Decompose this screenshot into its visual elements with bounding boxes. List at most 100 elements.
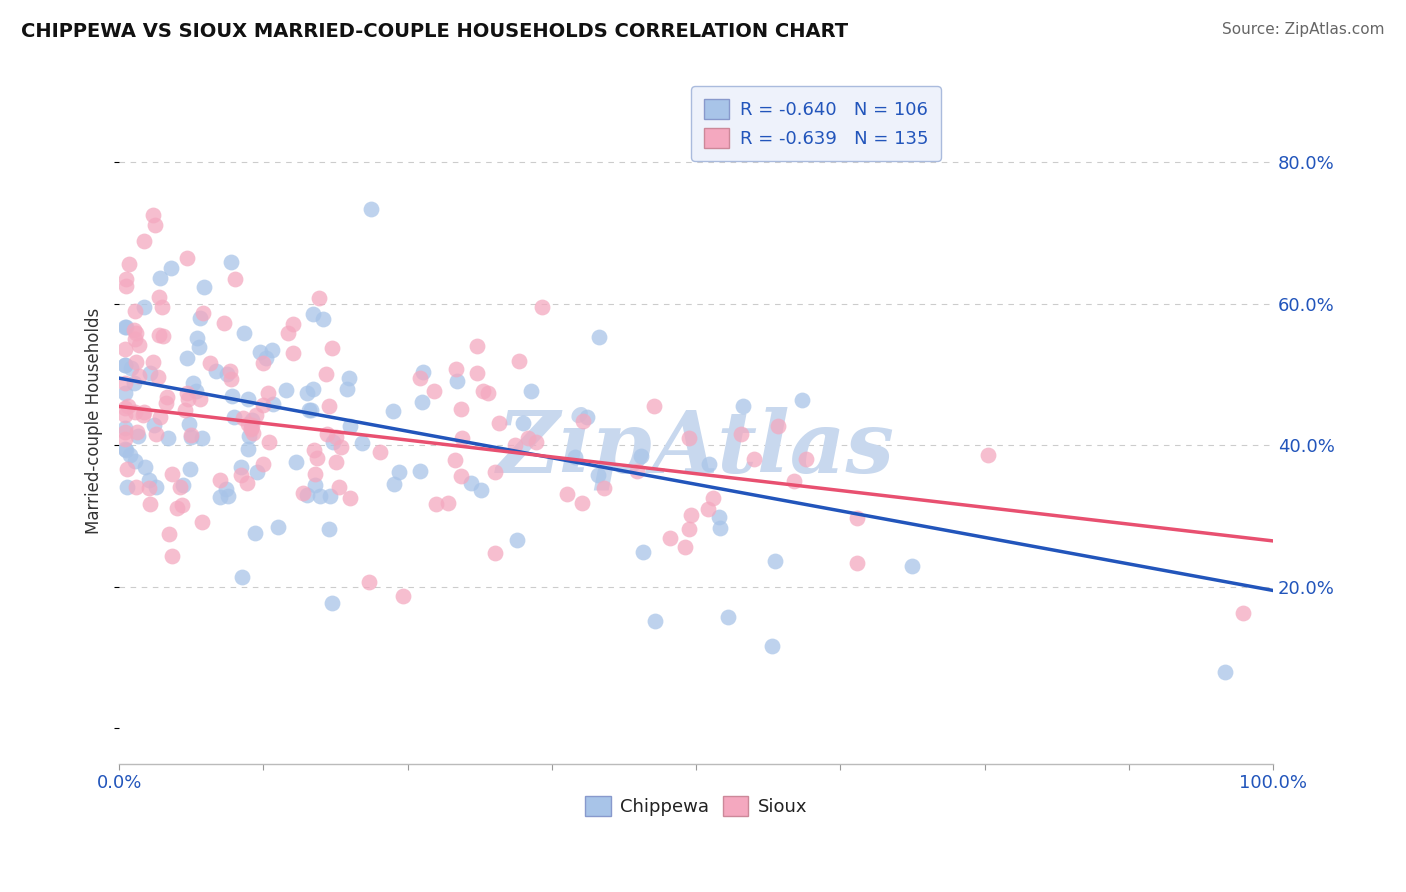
Point <box>114 433 136 447</box>
Point <box>191 306 214 320</box>
Point <box>382 477 405 491</box>
Point <box>697 458 720 472</box>
Point <box>846 556 869 570</box>
Point <box>217 367 239 381</box>
Point <box>318 399 340 413</box>
Point <box>209 473 232 487</box>
Text: ZipAtlas: ZipAtlas <box>498 407 896 490</box>
Point <box>321 341 343 355</box>
Point <box>125 425 148 440</box>
Point <box>114 442 136 456</box>
Point <box>132 409 155 423</box>
Point <box>222 409 245 424</box>
Point <box>316 427 339 442</box>
Point <box>284 455 307 469</box>
Point <box>312 312 335 326</box>
Point <box>134 460 156 475</box>
Point <box>231 570 253 584</box>
Point <box>901 558 924 573</box>
Point <box>143 417 166 432</box>
Point <box>281 345 304 359</box>
Point <box>731 399 754 413</box>
Point <box>451 431 474 445</box>
Point <box>245 408 267 422</box>
Point <box>1232 606 1254 620</box>
Point <box>339 419 361 434</box>
Point <box>520 384 543 398</box>
Point <box>143 219 166 233</box>
Point <box>254 351 277 365</box>
Point <box>571 496 593 510</box>
Point <box>472 384 495 399</box>
Point <box>114 358 136 372</box>
Point <box>176 385 198 400</box>
Point <box>124 405 146 419</box>
Point <box>114 343 136 357</box>
Point <box>295 386 318 401</box>
Point <box>412 365 434 379</box>
Point <box>176 351 198 366</box>
Point <box>127 428 149 442</box>
Point <box>114 358 136 372</box>
Point <box>183 376 205 391</box>
Point <box>142 355 165 369</box>
Point <box>117 462 139 476</box>
Point <box>335 382 357 396</box>
Point <box>593 481 616 495</box>
Point <box>236 392 259 406</box>
Point <box>188 311 211 326</box>
Point <box>232 326 254 340</box>
Point <box>586 468 609 483</box>
Point <box>408 464 430 478</box>
Point <box>125 326 148 340</box>
Point <box>191 516 214 530</box>
Point <box>716 610 738 624</box>
Point <box>128 369 150 384</box>
Point <box>357 575 380 590</box>
Point <box>114 401 136 416</box>
Point <box>118 257 141 271</box>
Point <box>388 466 411 480</box>
Point <box>114 425 136 440</box>
Point <box>450 469 472 483</box>
Point <box>508 354 530 368</box>
Point <box>382 404 405 418</box>
Point <box>166 501 188 516</box>
Point <box>122 323 145 337</box>
Point <box>325 430 347 444</box>
Point <box>360 202 382 217</box>
Point <box>177 392 200 407</box>
Point <box>766 419 789 434</box>
Point <box>125 481 148 495</box>
Point <box>117 399 139 413</box>
Point <box>134 405 156 419</box>
Point <box>134 300 156 314</box>
Point <box>460 475 482 490</box>
Point <box>205 364 228 378</box>
Point <box>148 289 170 303</box>
Point <box>124 355 146 369</box>
Point <box>180 427 202 442</box>
Point <box>524 434 547 449</box>
Point <box>315 367 337 381</box>
Point <box>114 376 136 390</box>
Point <box>325 454 347 468</box>
Point <box>588 330 610 344</box>
Point <box>156 431 179 445</box>
Point <box>238 429 260 443</box>
Point <box>465 366 488 380</box>
Point <box>242 425 264 440</box>
Point <box>572 414 595 428</box>
Point <box>115 279 138 293</box>
Point <box>761 640 783 654</box>
Point <box>132 234 155 248</box>
Point <box>124 376 146 390</box>
Point <box>214 482 236 496</box>
Point <box>291 486 314 500</box>
Point <box>318 522 340 536</box>
Point <box>177 417 200 431</box>
Point <box>742 452 765 467</box>
Point <box>114 421 136 435</box>
Point <box>305 450 328 465</box>
Point <box>274 383 297 397</box>
